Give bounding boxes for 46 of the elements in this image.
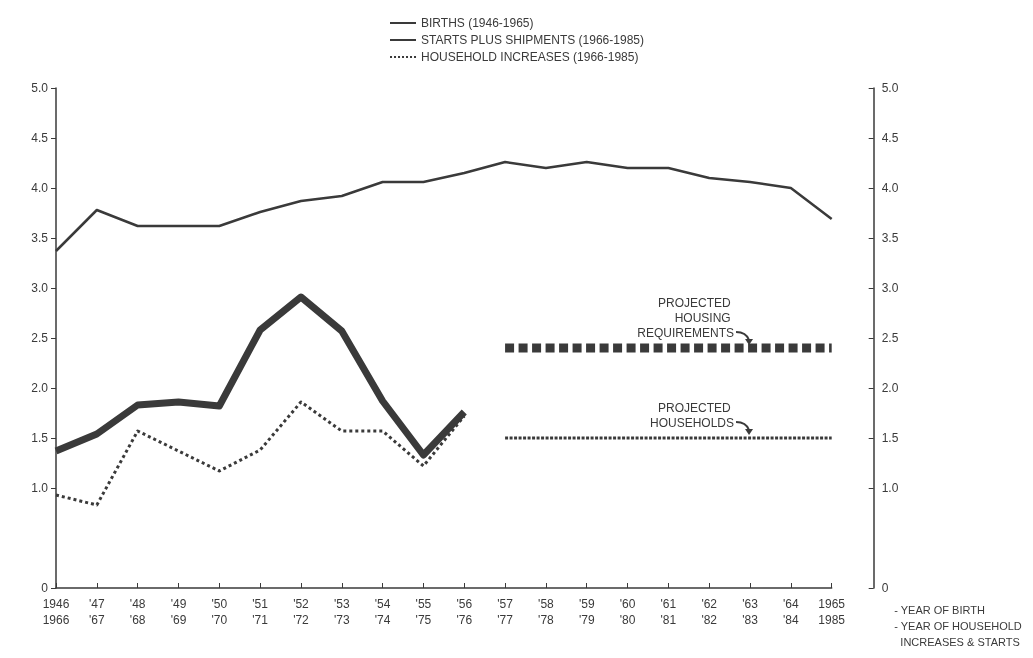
legend-label: STARTS PLUS SHIPMENTS (1966-1985) bbox=[421, 33, 644, 47]
x-tick-label: '60 '80 bbox=[619, 597, 636, 627]
y-tick-label: 3.0 bbox=[31, 281, 49, 295]
legend-label: HOUSEHOLD INCREASES (1966-1985) bbox=[421, 50, 639, 64]
annotation: PROJECTED HOUSEHOLDS bbox=[650, 400, 735, 430]
y2-tick-label: 1.5 bbox=[881, 431, 899, 445]
x-tick-label: '58 '78 bbox=[538, 597, 555, 627]
x-tick-label: '55 '75 bbox=[415, 597, 432, 627]
x-tick-label: '64 '84 bbox=[783, 597, 799, 627]
y2-tick-label: 5.0 bbox=[881, 81, 899, 95]
x-tick-label: '52 '72 bbox=[293, 597, 310, 627]
y-tick-label: 0 bbox=[41, 581, 49, 595]
x-tick-label: '54 '74 bbox=[374, 597, 391, 627]
y-tick-label: 3.5 bbox=[31, 231, 49, 245]
y-tick-label: 4.0 bbox=[31, 181, 49, 195]
x-tick-label: '56 '76 bbox=[456, 597, 473, 627]
y2-tick-label: 4.0 bbox=[881, 181, 899, 195]
x-tick-label: '63 '83 bbox=[742, 597, 759, 627]
legend-label: BIRTHS (1946-1965) bbox=[421, 16, 534, 30]
y-tick-label: 2.5 bbox=[31, 331, 49, 345]
y2-tick-label: 2.0 bbox=[881, 381, 899, 395]
x-tick-label: '57 '77 bbox=[497, 597, 514, 627]
x-tick-label: '59 '79 bbox=[578, 597, 595, 627]
x-tick-label: '48 '68 bbox=[129, 597, 146, 627]
y-tick-label: 4.5 bbox=[31, 131, 49, 145]
x-tick-label: '49 '69 bbox=[170, 597, 187, 627]
x-tick-label: '47 '67 bbox=[89, 597, 105, 627]
y2-tick-label: 3.0 bbox=[881, 281, 899, 295]
y-tick-label: 2.0 bbox=[31, 381, 49, 395]
x-axis-title: - YEAR OF BIRTH - YEAR OF HOUSEHOLD INCREASES & STARTS bbox=[894, 604, 1022, 648]
y2-tick-label: 4.5 bbox=[881, 131, 899, 145]
x-tick-label: 1965 1985 bbox=[818, 597, 846, 627]
annotation: PROJECTED HOUSING REQUIREMENTS bbox=[637, 295, 735, 340]
x-tick-label: '62 '82 bbox=[701, 597, 718, 627]
y2-tick-label: 1.0 bbox=[881, 481, 899, 495]
y2-tick-label: 3.5 bbox=[881, 231, 899, 245]
x-tick-label: '51 '71 bbox=[252, 597, 269, 627]
x-tick-label: '50 '70 bbox=[211, 597, 228, 627]
x-tick-label: 1946 1966 bbox=[42, 597, 70, 627]
y-tick-label: 1.0 bbox=[31, 481, 49, 495]
x-tick-label: '61 '81 bbox=[660, 597, 677, 627]
y-tick-label: 5.0 bbox=[31, 81, 49, 95]
x-tick-label: '53 '73 bbox=[333, 597, 350, 627]
y2-tick-label: 0 bbox=[881, 581, 889, 595]
y2-tick-label: 2.5 bbox=[881, 331, 899, 345]
y-tick-label: 1.5 bbox=[31, 431, 49, 445]
